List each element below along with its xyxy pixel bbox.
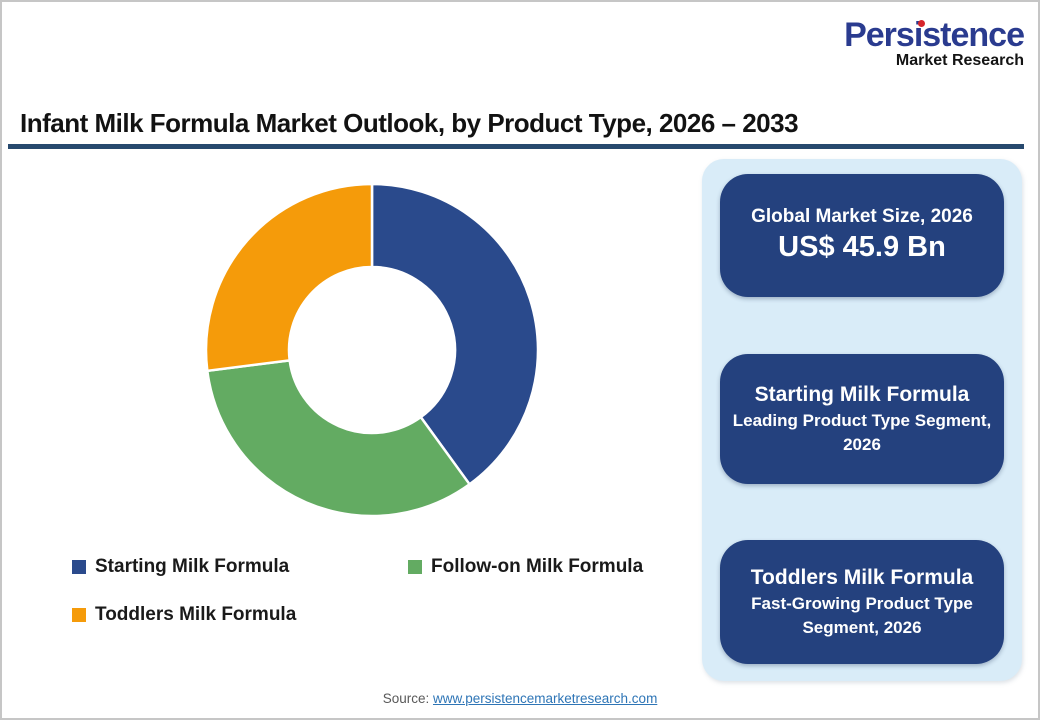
highlights-panel: Global Market Size, 2026 US$ 45.9 Bn Sta… [702,159,1022,681]
logo-subtitle: Market Research [895,52,1024,69]
legend-item-starting-milk-formula: Starting Milk Formula [72,556,408,578]
legend-swatch-starting-milk-formula [72,560,86,574]
source-line: Source: www.persistencemarketresearch.co… [2,691,1038,706]
card-subtitle: Fast-Growing Product Type Segment, 2026 [751,594,973,638]
donut-slice-2-follow-on-milk-formula [205,359,472,518]
logo-title: Persistence [844,16,1025,54]
logo-i-dot [918,20,926,27]
page-title: Infant Milk Formula Market Outlook, by P… [20,108,799,138]
card-title: Global Market Size, 2026 [751,205,973,227]
title-underline [8,144,1024,149]
legend-item-follow-on-milk-formula: Follow-on Milk Formula [408,556,643,578]
logo: Persistence Market Research [844,16,1025,69]
legend-swatch-toddlers-milk-formula [72,608,86,622]
donut-chart-area [182,160,562,540]
card-subtitle: Leading Product Type Segment, 2026 [732,410,992,454]
card-title: Toddlers Milk Formula [750,566,974,590]
card-title: Starting Milk Formula [754,382,970,406]
legend-label: Follow-on Milk Formula [431,556,644,577]
card-leading-segment: Starting Milk Formula Leading Product Ty… [720,353,1004,484]
card-fast-growing-segment: Toddlers Milk Formula Fast-Growing Produ… [720,540,1004,664]
legend-item-toddlers-milk-formula: Toddlers Milk Formula [72,604,408,626]
donut-slice-1-starting-milk-formula [370,182,540,487]
donut-chart [204,182,540,518]
logo-title-text: Persistence [844,16,1025,54]
market-size-value: US$ 45.9 Bn [778,231,946,264]
card-global-market-size: Global Market Size, 2026 US$ 45.9 Bn [720,174,1004,297]
legend-label: Toddlers Milk Formula [95,604,297,625]
chart-legend: Starting Milk Formula Follow-on Milk For… [72,556,702,652]
source-label: Source: [382,691,430,706]
donut-slice-3-toddlers-milk-formula [204,182,374,373]
legend-swatch-follow-on-milk-formula [408,560,422,574]
legend-label: Starting Milk Formula [95,556,290,577]
source-link[interactable]: www.persistencemarketresearch.com [432,691,658,706]
